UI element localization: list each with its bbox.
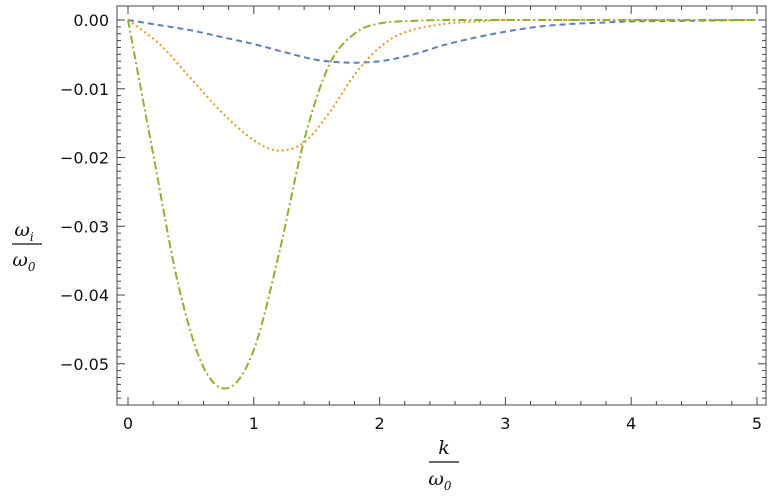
y-label-den-sub: 0 — [28, 260, 36, 274]
y-tick-label: −0.02 — [60, 149, 109, 168]
svg-text:ωi: ωi — [14, 219, 34, 244]
svg-text:ω0: ω0 — [12, 249, 36, 274]
y-axis-label: ωi ω0 — [12, 219, 42, 274]
y-tick-label: 0.00 — [73, 11, 109, 30]
x-tick-label: 4 — [626, 414, 636, 433]
x-tick-label: 3 — [500, 414, 510, 433]
series-line-3 — [127, 18, 757, 390]
y-tick-label: −0.01 — [60, 80, 109, 99]
y-label-den-main: ω — [12, 249, 28, 271]
plot-frame — [116, 5, 767, 406]
axis-ticks — [117, 6, 766, 406]
x-tick-label: 2 — [375, 414, 385, 433]
x-tick-label: 0 — [123, 414, 133, 433]
y-label-num-main: ω — [14, 219, 30, 241]
x-tick-label: 1 — [249, 414, 259, 433]
axis-tick-labels: 0 1 2 3 4 5 0.00 −0.01 −0.02 −0.03 −0.04 −0.05 — [60, 11, 762, 433]
x-label-den-main: ω — [428, 468, 444, 490]
y-tick-label: −0.03 — [60, 217, 109, 236]
y-label-num-sub: i — [30, 230, 34, 244]
svg-text:ω0: ω0 — [428, 468, 452, 493]
series-group — [127, 18, 758, 390]
x-tick-label: 5 — [752, 414, 762, 433]
x-axis-label: k ω0 — [428, 437, 459, 493]
series-line-2 — [127, 18, 757, 152]
y-tick-label: −0.04 — [60, 286, 109, 305]
x-label-den-sub: 0 — [444, 479, 452, 493]
series-line-1 — [127, 19, 758, 64]
y-tick-label: −0.05 — [60, 355, 109, 374]
x-label-num: k — [438, 437, 450, 459]
